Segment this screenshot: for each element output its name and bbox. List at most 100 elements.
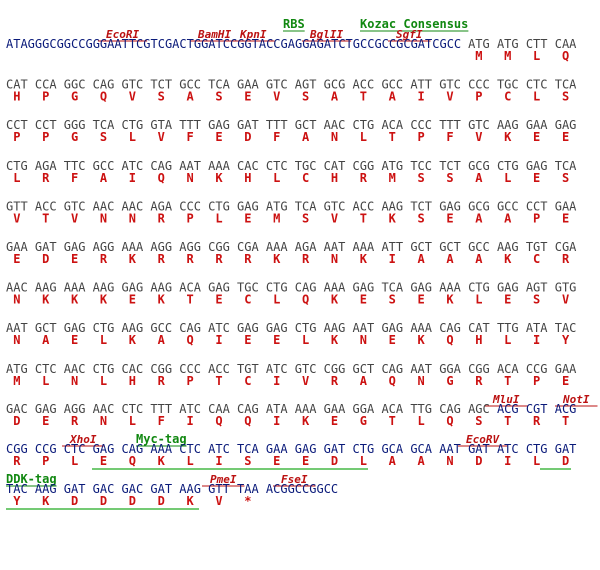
amino-acid: P: [187, 211, 194, 225]
amino-acid: N: [13, 333, 20, 347]
dna-segment: GCA: [381, 442, 403, 456]
dna-segment: AAC: [93, 402, 115, 416]
dna-segment: TCT: [150, 78, 172, 92]
amino-acid: E: [504, 293, 511, 307]
dna-segment: TAC: [6, 482, 28, 496]
dna-segment: CAA: [555, 37, 577, 51]
dna-segment: CAT: [324, 159, 346, 173]
amino-acid: A: [389, 454, 397, 468]
amino-acid: K: [215, 171, 223, 185]
amino-acid: N: [331, 130, 338, 144]
amino-acid: V: [215, 494, 222, 508]
dna-segment: GAC: [122, 482, 144, 496]
dna-segment: ATA: [526, 321, 548, 335]
amino-acid: L: [187, 454, 194, 468]
amino-acid: Q: [302, 293, 309, 307]
enzyme-label: MluI: [492, 393, 520, 406]
amino-acid: E: [244, 211, 251, 225]
dna-segment: GAG: [64, 321, 86, 335]
amino-acid: E: [533, 171, 540, 185]
dna-segment: GGG: [64, 118, 86, 132]
amino-acid: H: [475, 333, 482, 347]
dna-segment: GTT: [208, 482, 230, 496]
dna-segment: GAG: [381, 321, 403, 335]
dna-segment: CTC: [526, 78, 548, 92]
dna-segment: AAA: [353, 240, 375, 254]
dna-segment: CAG: [439, 402, 461, 416]
dna-segment: GAA: [266, 442, 288, 456]
dna-segment: GTC: [122, 78, 144, 92]
amino-acid: T: [389, 414, 396, 428]
amino-acid: E: [302, 454, 309, 468]
dna-segment: ATG: [381, 159, 403, 173]
amino-acid: P: [42, 130, 49, 144]
dna-segment: AAG: [497, 118, 519, 132]
amino-acid: E: [100, 454, 107, 468]
dna-segment: CCT: [35, 118, 57, 132]
dna-segment: GTC: [324, 199, 346, 213]
dna-segment: CAG: [179, 321, 201, 335]
amino-acid: P: [418, 130, 425, 144]
dna-segment: GAG: [295, 442, 317, 456]
dna-segment: TCA: [381, 281, 403, 295]
amino-acid: T: [42, 211, 49, 225]
dna-segment: AAG: [122, 321, 144, 335]
amino-acid: L: [360, 454, 367, 468]
dna-segment: GGA: [439, 362, 461, 376]
amino-acid: V: [129, 90, 136, 104]
dna-segment: GTA: [150, 118, 172, 132]
dna-segment: CGT: [526, 402, 548, 416]
dna-segment: ATT: [381, 240, 403, 254]
dna-segment: CGG: [324, 362, 346, 376]
amino-acid: F: [446, 130, 453, 144]
dna-segment: ACC: [35, 199, 57, 213]
dna-segment: CCC: [468, 78, 490, 92]
feature-label: Kozac Consensus: [360, 17, 468, 31]
amino-acid: K: [504, 130, 512, 144]
dna-segment: CCC: [179, 199, 201, 213]
amino-acid: T: [215, 374, 222, 388]
dna-segment: ATG: [266, 199, 288, 213]
amino-acid: N: [71, 374, 78, 388]
amino-acid: I: [273, 374, 280, 388]
dna-segment: GTC: [439, 78, 461, 92]
dna-segment: ACGGCCGGCC: [266, 482, 338, 496]
amino-acid: D: [562, 454, 569, 468]
enzyme-label: BglII: [309, 28, 343, 41]
dna-segment: AAG: [324, 321, 346, 335]
enzyme-label: BamHI: [197, 28, 231, 41]
dna-segment: TCA: [555, 78, 577, 92]
amino-acid: A: [331, 90, 339, 104]
dna-segment: AAA: [266, 240, 288, 254]
dna-segment: CTC: [35, 362, 57, 376]
enzyme-label: XhoI: [69, 433, 97, 446]
dna-segment: ACA: [381, 118, 403, 132]
dna-segment: CTC: [122, 402, 144, 416]
amino-acid: Q: [446, 333, 453, 347]
dna-segment: TCA: [208, 78, 230, 92]
enzyme-label: EcoRV: [466, 433, 500, 446]
dna-segment: CAC: [237, 159, 259, 173]
amino-acid: N: [129, 211, 136, 225]
dna-segment: AAA: [64, 281, 86, 295]
dna-segment: AGA: [295, 240, 317, 254]
dna-segment: GCC: [179, 78, 201, 92]
amino-acid: D: [13, 414, 20, 428]
dna-segment: CAG: [295, 281, 317, 295]
dna-segment: CCC: [410, 118, 432, 132]
amino-acid: D: [100, 494, 107, 508]
dna-segment: TGC: [295, 159, 317, 173]
dna-segment: CGG: [468, 362, 490, 376]
amino-acid: A: [475, 211, 483, 225]
amino-acid: S: [302, 211, 309, 225]
dna-segment: GAG: [64, 240, 86, 254]
amino-acid: N: [13, 293, 20, 307]
amino-acid: I: [129, 171, 136, 185]
amino-acid: S: [446, 171, 453, 185]
dna-segment: TCA: [295, 199, 317, 213]
amino-acid: K: [187, 494, 195, 508]
amino-acid: S: [389, 293, 396, 307]
enzyme-label: NotI: [562, 393, 590, 406]
dna-segment: TCT: [410, 199, 432, 213]
dna-segment: AAC: [93, 199, 115, 213]
